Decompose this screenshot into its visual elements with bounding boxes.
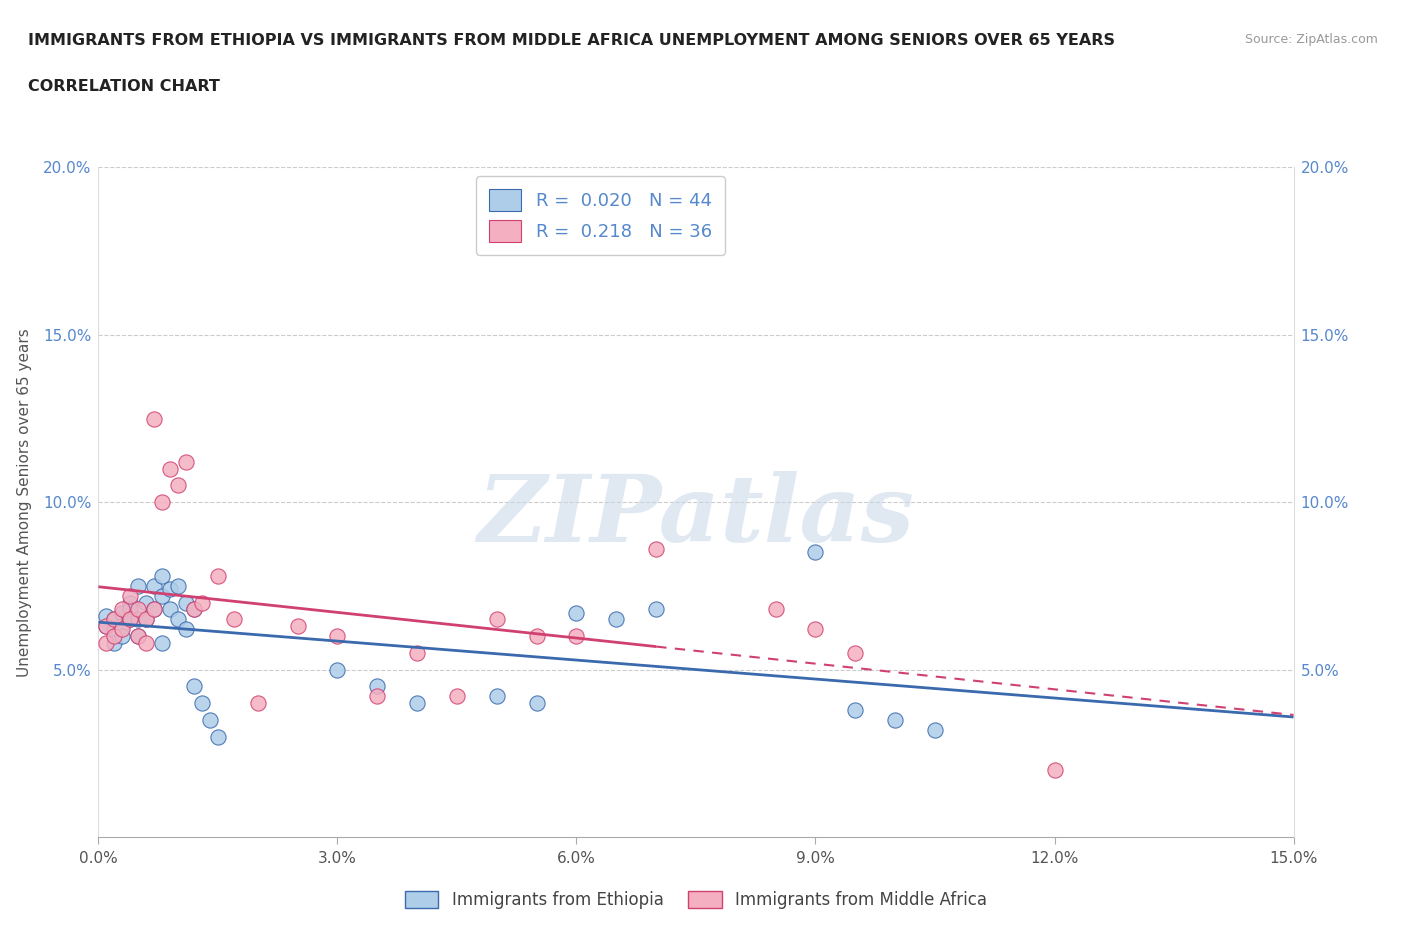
Point [191, 595, 214, 610]
Point [485, 612, 508, 627]
Point [804, 545, 827, 560]
Text: ZIPatlas: ZIPatlas [478, 471, 914, 561]
Point [150, 568, 173, 583]
Point [120, 602, 142, 617]
Text: IMMIGRANTS FROM ETHIOPIA VS IMMIGRANTS FROM MIDDLE AFRICA UNEMPLOYMENT AMONG SEN: IMMIGRANTS FROM ETHIOPIA VS IMMIGRANTS F… [28, 33, 1115, 47]
Point [174, 622, 197, 637]
Point [143, 602, 166, 617]
Point [127, 629, 149, 644]
Point [191, 696, 214, 711]
Point [804, 622, 827, 637]
Point [127, 629, 149, 644]
Point [120, 612, 142, 627]
Legend: Immigrants from Ethiopia, Immigrants from Middle Africa: Immigrants from Ethiopia, Immigrants fro… [398, 884, 994, 916]
Point [120, 595, 142, 610]
Point [844, 645, 866, 660]
Point [183, 679, 205, 694]
Point [135, 612, 157, 627]
Point [174, 595, 197, 610]
Point [246, 696, 269, 711]
Point [143, 602, 166, 617]
Point [127, 612, 149, 627]
Point [167, 578, 190, 593]
Point [103, 612, 125, 627]
Point [96, 618, 118, 633]
Point [645, 602, 668, 617]
Point [183, 602, 205, 617]
Point [159, 461, 181, 476]
Point [183, 602, 205, 617]
Text: CORRELATION CHART: CORRELATION CHART [28, 79, 219, 94]
Point [159, 582, 181, 597]
Point [96, 608, 118, 623]
Point [326, 662, 349, 677]
Point [174, 455, 197, 470]
Point [207, 568, 229, 583]
Point [111, 622, 134, 637]
Point [167, 478, 190, 493]
Point [127, 602, 149, 617]
Point [120, 612, 142, 627]
Point [645, 541, 668, 556]
Text: Source: ZipAtlas.com: Source: ZipAtlas.com [1244, 33, 1378, 46]
Point [526, 696, 548, 711]
Point [485, 689, 508, 704]
Point [143, 411, 166, 426]
Point [150, 635, 173, 650]
Point [844, 702, 866, 717]
Point [150, 495, 173, 510]
Point [120, 589, 142, 604]
Point [111, 602, 134, 617]
Point [446, 689, 468, 704]
Point [765, 602, 787, 617]
Point [159, 602, 181, 617]
Point [924, 723, 946, 737]
Point [96, 635, 118, 650]
Point [111, 629, 134, 644]
Point [287, 618, 309, 633]
Point [326, 629, 349, 644]
Point [103, 612, 125, 627]
Point [103, 635, 125, 650]
Point [565, 629, 588, 644]
Point [207, 729, 229, 744]
Point [135, 595, 157, 610]
Point [135, 635, 157, 650]
Point [884, 712, 907, 727]
Point [366, 679, 388, 694]
Point [366, 689, 388, 704]
Point [103, 622, 125, 637]
Point [111, 618, 134, 633]
Point [605, 612, 627, 627]
Point [222, 612, 245, 627]
Point [198, 712, 221, 727]
Point [96, 618, 118, 633]
Point [135, 612, 157, 627]
Point [167, 612, 190, 627]
Point [143, 578, 166, 593]
Point [406, 645, 429, 660]
Y-axis label: Unemployment Among Seniors over 65 years: Unemployment Among Seniors over 65 years [17, 328, 32, 677]
Point [526, 629, 548, 644]
Point [150, 589, 173, 604]
Point [406, 696, 429, 711]
Point [127, 578, 149, 593]
Point [565, 605, 588, 620]
Point [103, 629, 125, 644]
Point [111, 605, 134, 620]
Point [1043, 763, 1066, 777]
